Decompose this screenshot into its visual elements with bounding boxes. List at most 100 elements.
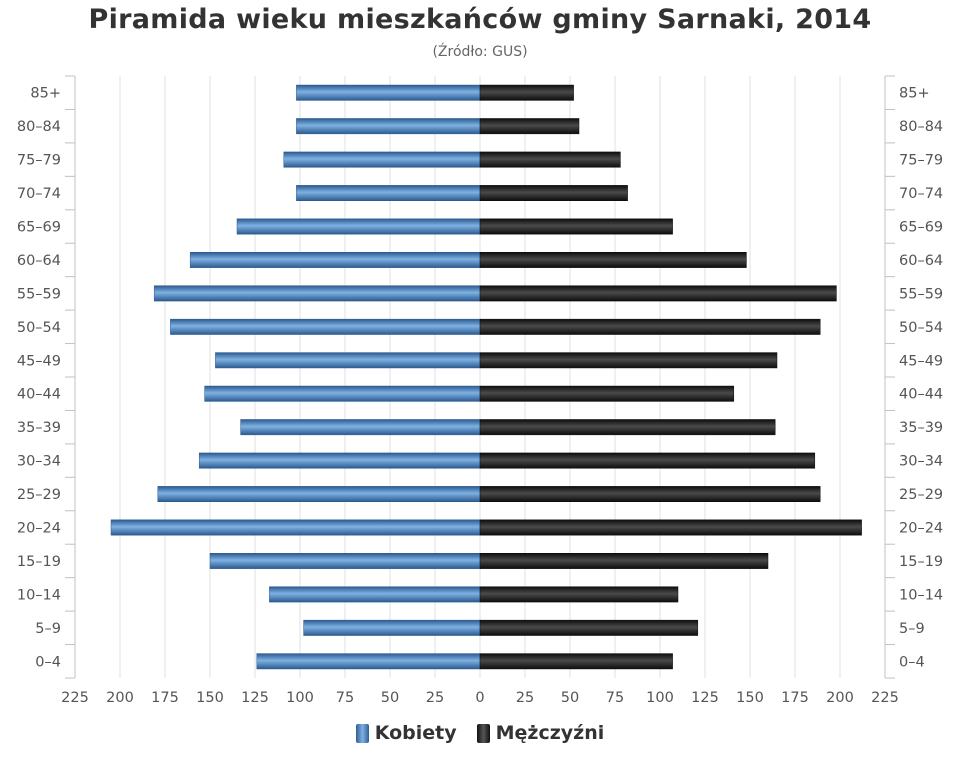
axes bbox=[65, 75, 895, 679]
legend-swatch-women bbox=[355, 723, 369, 743]
y-tick-label-left: 35–39 bbox=[17, 420, 61, 436]
y-tick-label-left: 65–69 bbox=[17, 220, 61, 236]
y-tick-label-right: 80–84 bbox=[899, 119, 943, 135]
bar-women bbox=[209, 553, 481, 569]
bar-women bbox=[283, 151, 481, 168]
bar-women bbox=[296, 118, 481, 135]
grid-lines bbox=[119, 76, 841, 678]
chart-legend: Kobiety Mężczyźni bbox=[0, 722, 960, 744]
y-tick-label-left: 15–19 bbox=[17, 554, 61, 570]
bar-women bbox=[296, 84, 481, 101]
bar-women bbox=[198, 452, 481, 469]
y-tick-label-right: 75–79 bbox=[899, 153, 943, 169]
bar-men bbox=[479, 218, 673, 235]
y-tick-label-right: 50–54 bbox=[899, 320, 943, 336]
x-tick-label: 175 bbox=[151, 690, 179, 706]
bar-women bbox=[215, 352, 481, 369]
legend-label-women: Kobiety bbox=[374, 722, 457, 744]
bar-men bbox=[479, 84, 574, 101]
y-tick-label-right: 10–14 bbox=[899, 587, 943, 603]
y-tick-label-left: 25–29 bbox=[17, 487, 61, 503]
x-tick-label: 150 bbox=[196, 690, 224, 706]
y-tick-label-right: 85+ bbox=[899, 86, 930, 102]
chart-title: Piramida wieku mieszkańców gminy Sarnaki… bbox=[88, 4, 872, 35]
y-tick-label-right: 60–64 bbox=[899, 253, 943, 269]
bar-women bbox=[269, 586, 481, 603]
y-tick-label-right: 5–9 bbox=[899, 621, 925, 637]
bar-women bbox=[189, 252, 481, 268]
y-tick-label-left: 30–34 bbox=[17, 454, 61, 470]
y-tick-label-left: 75–79 bbox=[17, 153, 61, 169]
y-tick-label-right: 20–24 bbox=[899, 521, 943, 537]
x-tick-label: 125 bbox=[691, 690, 719, 706]
bar-women bbox=[153, 285, 481, 302]
bar-women bbox=[296, 185, 481, 201]
bar-men bbox=[479, 352, 778, 369]
y-tick-label-left: 0–4 bbox=[35, 654, 61, 670]
bar-men bbox=[479, 285, 837, 302]
bar-men bbox=[479, 385, 735, 402]
bar-men bbox=[479, 318, 821, 335]
bar-men bbox=[479, 486, 821, 502]
x-tick-label: 100 bbox=[646, 690, 674, 706]
bar-men bbox=[479, 419, 776, 436]
y-tick-label-right: 70–74 bbox=[899, 186, 943, 202]
y-tick-label-left: 70–74 bbox=[17, 186, 61, 202]
y-tick-label-left: 20–24 bbox=[17, 521, 61, 537]
bar-men bbox=[479, 452, 816, 469]
bar-women bbox=[204, 385, 481, 402]
legend-item-women[interactable]: Kobiety bbox=[355, 722, 457, 744]
y-tick-label-right: 25–29 bbox=[899, 487, 943, 503]
bar-women bbox=[303, 619, 481, 636]
x-tick-label: 200 bbox=[106, 690, 134, 706]
x-tick-label: 25 bbox=[516, 690, 534, 706]
y-tick-label-right: 40–44 bbox=[899, 387, 943, 403]
tick-labels: 225 200 175 150 125 100 75 50 25 0 25 50 75 100 125 150… bbox=[17, 86, 943, 706]
x-tick-label: 50 bbox=[381, 690, 399, 706]
x-tick-label: 200 bbox=[826, 690, 854, 706]
bar-women bbox=[157, 486, 481, 502]
y-tick-label-right: 35–39 bbox=[899, 420, 943, 436]
x-tick-label: 75 bbox=[606, 690, 624, 706]
legend-label-men: Mężczyźni bbox=[495, 722, 605, 744]
y-tick-label-right: 0–4 bbox=[899, 654, 925, 670]
y-tick-label-left: 55–59 bbox=[17, 286, 61, 302]
bar-women bbox=[110, 519, 481, 536]
bar-men bbox=[479, 586, 679, 603]
y-tick-label-left: 5–9 bbox=[35, 621, 61, 637]
y-tick-label-right: 55–59 bbox=[899, 286, 943, 302]
x-tick-label: 225 bbox=[871, 690, 899, 706]
bar-men bbox=[479, 151, 621, 168]
x-tick-label: 50 bbox=[561, 690, 579, 706]
legend-item-men[interactable]: Mężczyźni bbox=[476, 722, 605, 744]
x-tick-label: 25 bbox=[426, 690, 444, 706]
y-tick-label-left: 50–54 bbox=[17, 320, 61, 336]
bar-women bbox=[170, 318, 481, 335]
y-tick-label-right: 30–34 bbox=[899, 454, 943, 470]
x-tick-label: 150 bbox=[736, 690, 764, 706]
x-tick-label: 125 bbox=[241, 690, 269, 706]
x-tick-label: 225 bbox=[61, 690, 89, 706]
x-tick-label: 100 bbox=[286, 690, 314, 706]
bar-men bbox=[479, 252, 747, 268]
x-tick-label: 175 bbox=[781, 690, 809, 706]
y-tick-label-left: 85+ bbox=[30, 86, 61, 102]
legend-swatch-men bbox=[476, 723, 490, 743]
chart-subtitle: (Źródło: GUS) bbox=[432, 44, 528, 60]
y-tick-label-right: 65–69 bbox=[899, 220, 943, 236]
bar-women bbox=[236, 218, 481, 235]
bar-men bbox=[479, 118, 580, 135]
bar-men bbox=[479, 553, 769, 569]
x-tick-label: 75 bbox=[336, 690, 354, 706]
y-tick-label-left: 10–14 bbox=[17, 587, 61, 603]
bars bbox=[110, 84, 862, 670]
bar-men bbox=[479, 185, 628, 201]
x-tick-label: 0 bbox=[475, 690, 484, 706]
bar-men bbox=[479, 653, 673, 670]
y-tick-label-right: 45–49 bbox=[899, 353, 943, 369]
y-tick-label-left: 60–64 bbox=[17, 253, 61, 269]
y-tick-label-left: 45–49 bbox=[17, 353, 61, 369]
bar-women bbox=[240, 419, 481, 436]
bar-men bbox=[479, 519, 862, 536]
